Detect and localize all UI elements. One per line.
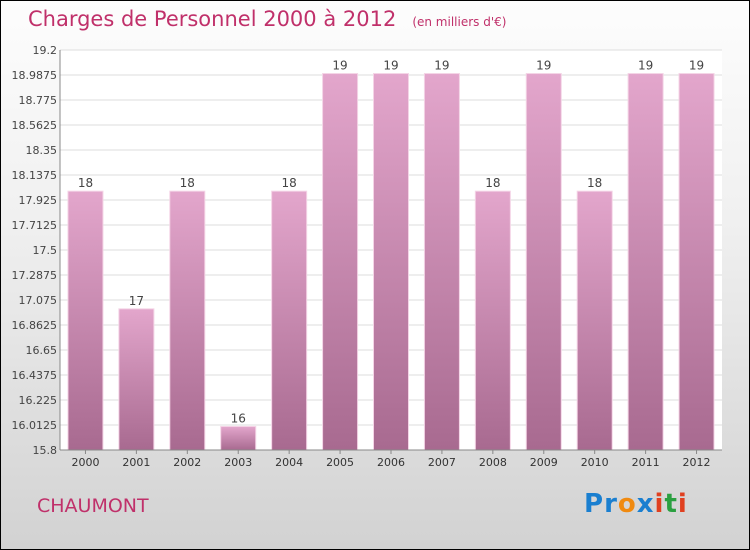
bar-value-label: 19 xyxy=(434,59,449,73)
y-tick-label: 18.35 xyxy=(26,144,58,157)
title-text: Charges de Personnel 2000 à 2012 xyxy=(28,7,397,31)
y-tick-label: 16.8625 xyxy=(12,319,58,332)
bar-2012 xyxy=(678,73,715,451)
bar-2006 xyxy=(373,73,409,451)
logo-letter: x xyxy=(636,489,655,519)
y-tick-label: 17.075 xyxy=(19,294,58,307)
bar-value-label: 17 xyxy=(129,294,144,308)
x-tick-label: 2008 xyxy=(479,456,507,469)
logo-letter: t xyxy=(664,489,678,519)
y-tick-label: 16.4375 xyxy=(12,369,58,382)
x-tick-label: 2007 xyxy=(428,456,456,469)
logo-letter: o xyxy=(617,489,637,519)
logo-letter: i xyxy=(654,489,665,519)
y-tick-label: 18.775 xyxy=(19,94,58,107)
chart-subtitle: (en milliers d'€) xyxy=(412,15,507,29)
x-tick-label: 2000 xyxy=(71,456,99,469)
x-tick-label: 2011 xyxy=(632,456,660,469)
x-tick-label: 2001 xyxy=(122,456,150,469)
bar-2004 xyxy=(271,190,308,451)
bar-value-label: 19 xyxy=(332,59,347,73)
city-name: CHAUMONT xyxy=(37,495,149,517)
bar-2010 xyxy=(576,190,613,451)
bar-2005 xyxy=(322,73,359,451)
y-tick-label: 18.9875 xyxy=(12,69,58,82)
bar-value-label: 18 xyxy=(282,176,297,190)
bar-value-label: 19 xyxy=(689,59,704,73)
bar-value-label: 19 xyxy=(383,59,398,73)
bar-2007 xyxy=(423,73,460,451)
y-tick-label: 17.2875 xyxy=(12,269,58,282)
logo-letter: i xyxy=(677,489,688,519)
bar-2001 xyxy=(118,308,155,451)
y-tick-label: 16.65 xyxy=(26,344,58,357)
y-tick-label: 17.925 xyxy=(19,194,58,207)
x-tick-label: 2009 xyxy=(530,456,558,469)
bar-value-label: 18 xyxy=(587,176,602,190)
bar-value-label: 16 xyxy=(231,411,246,425)
bar-2009 xyxy=(525,73,562,451)
y-tick-label: 18.1375 xyxy=(12,169,58,182)
bar-value-label: 19 xyxy=(638,59,653,73)
x-tick-label: 2005 xyxy=(326,456,354,469)
x-tick-label: 2010 xyxy=(581,456,609,469)
y-tick-label: 16.0125 xyxy=(12,419,58,432)
y-tick-label: 18.5625 xyxy=(12,119,58,132)
bar-2003 xyxy=(220,425,257,451)
bar-value-label: 18 xyxy=(180,176,195,190)
x-tick-label: 2002 xyxy=(173,456,201,469)
x-tick-label: 2006 xyxy=(377,456,405,469)
y-tick-label: 19.2 xyxy=(33,44,58,57)
bar-2002 xyxy=(169,190,206,451)
y-tick-label: 17.5 xyxy=(33,244,58,257)
bar-2011 xyxy=(627,73,664,451)
bar-value-label: 19 xyxy=(536,59,551,73)
x-tick-label: 2003 xyxy=(224,456,252,469)
logo-letter: r xyxy=(604,489,618,519)
bar-2008 xyxy=(474,190,511,451)
chart-title: Charges de Personnel 2000 à 2012 (en mill… xyxy=(28,7,506,31)
x-tick-label: 2012 xyxy=(683,456,711,469)
proxiti-logo: Proxiti xyxy=(584,489,688,519)
y-tick-label: 16.225 xyxy=(19,394,58,407)
bar-value-label: 18 xyxy=(78,176,93,190)
bar-value-label: 18 xyxy=(485,176,500,190)
y-tick-label: 15.8 xyxy=(33,444,58,457)
logo-letter: P xyxy=(584,489,605,519)
bar-2000 xyxy=(67,190,104,451)
x-tick-label: 2004 xyxy=(275,456,303,469)
y-tick-label: 17.7125 xyxy=(12,219,58,232)
